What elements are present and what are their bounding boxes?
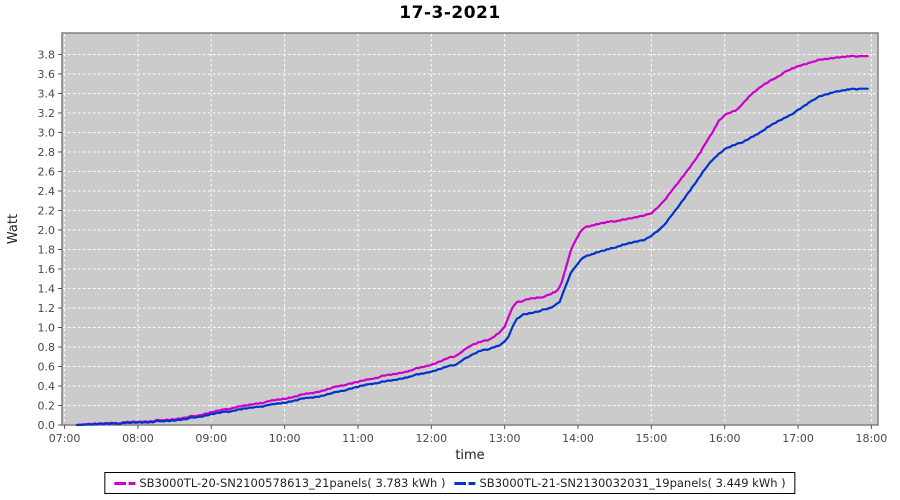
series-line-2 bbox=[75, 87, 869, 427]
y-tick-label: 3.8 bbox=[38, 48, 56, 61]
y-tick-label: 2.2 bbox=[38, 204, 56, 217]
legend-item-series1: SB3000TL-20-SN2100578613_21panels( 3.783… bbox=[114, 476, 446, 490]
y-tick-label: 0.0 bbox=[38, 419, 56, 432]
plot-background bbox=[61, 32, 879, 426]
series2-legend-label: SB3000TL-21-SN2130032031_19panels( 3.449… bbox=[479, 476, 786, 490]
x-tick-label: 09:00 bbox=[195, 432, 227, 445]
y-tick-label: 2.6 bbox=[38, 165, 56, 178]
x-tick-label: 13:00 bbox=[489, 432, 521, 445]
y-tick-label: 0.8 bbox=[38, 341, 56, 354]
y-tick-label: 3.0 bbox=[38, 126, 56, 139]
y-tick-label: 2.8 bbox=[38, 146, 56, 159]
y-tick-label: 3.2 bbox=[38, 107, 56, 120]
y-tick-label: 3.4 bbox=[38, 87, 56, 100]
y-tick-label: 2.0 bbox=[38, 224, 56, 237]
legend: SB3000TL-20-SN2100578613_21panels( 3.783… bbox=[104, 472, 796, 494]
legend-item-series2: SB3000TL-21-SN2130032031_19panels( 3.449… bbox=[454, 476, 786, 490]
series1-line-marker bbox=[114, 481, 136, 485]
chart-plot: 0.0 0.2 0.4 0.6 0.8 1.0 1.2 1.4 1.6 1.8 2.0 2.2 2.4 2… bbox=[6, 32, 888, 463]
y-tick-label: 1.2 bbox=[38, 302, 56, 315]
x-tick-label: 10:00 bbox=[269, 432, 301, 445]
y-tick-label: 1.8 bbox=[38, 243, 56, 256]
x-tick-label: 18:00 bbox=[856, 432, 888, 445]
y-tick-label: 1.4 bbox=[38, 282, 56, 295]
chart-title: 17-3-2021 bbox=[399, 3, 501, 23]
x-tick-label: 12:00 bbox=[415, 432, 447, 445]
x-tick-label: 14:00 bbox=[562, 432, 594, 445]
x-tick-label: 16:00 bbox=[709, 432, 741, 445]
x-tick-label: 08:00 bbox=[122, 432, 154, 445]
x-tick-label: 17:00 bbox=[782, 432, 814, 445]
y-axis-title: Watt bbox=[6, 214, 21, 244]
x-tick-label: 07:00 bbox=[49, 432, 81, 445]
y-tick-label: 3.6 bbox=[38, 68, 56, 81]
y-tick-label: 0.6 bbox=[38, 360, 56, 373]
series2-line-marker bbox=[454, 481, 476, 485]
y-tick-label: 1.6 bbox=[38, 263, 56, 276]
series1-legend-label: SB3000TL-20-SN2100578613_21panels( 3.783… bbox=[139, 476, 446, 490]
series-line-1 bbox=[75, 54, 869, 427]
x-tick-label: 11:00 bbox=[342, 432, 374, 445]
y-tick-label: 0.4 bbox=[38, 380, 56, 393]
x-axis-title: time bbox=[455, 448, 484, 463]
y-tick-label: 2.4 bbox=[38, 185, 56, 198]
y-tick-label: 0.2 bbox=[38, 399, 56, 412]
x-tick-label: 15:00 bbox=[636, 432, 668, 445]
y-tick-label: 1.0 bbox=[38, 321, 56, 334]
